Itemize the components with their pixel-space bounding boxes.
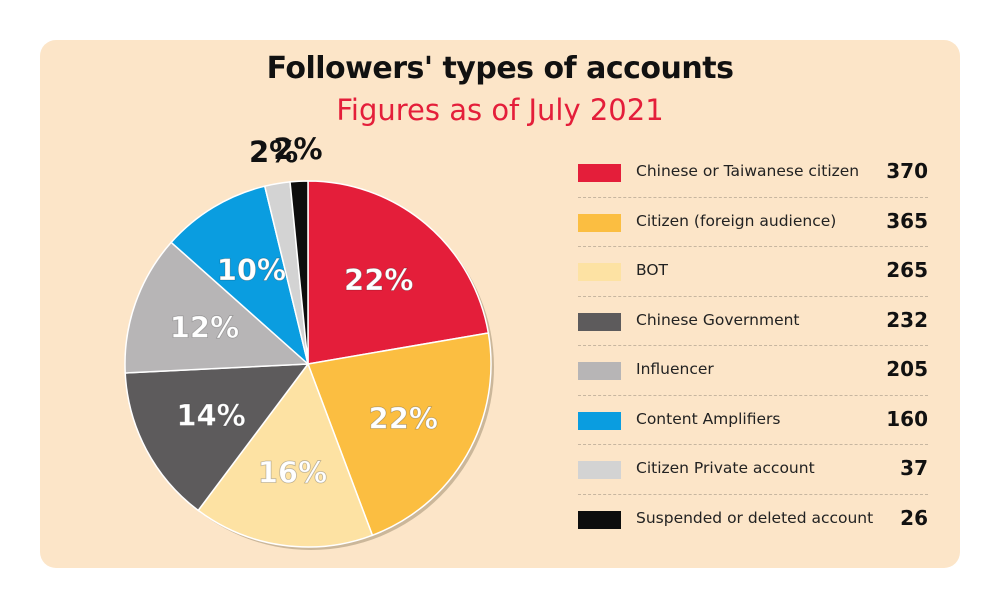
legend-swatch [578,510,621,529]
legend-label: Suspended or deleted account [636,508,874,527]
slice-percent-label: 2% [273,132,322,166]
legend-value: 265 [886,258,928,282]
legend-item: Citizen (foreign audience) 365 [578,198,928,247]
legend-label: Content Amplifiers [636,409,781,428]
slice-percent-label: 10% [217,253,286,287]
legend-swatch [578,164,621,182]
legend-item: Citizen Private account 37 [578,445,928,495]
slice-percent-label: 16% [258,456,327,490]
slice-percent-label: 22% [344,263,413,297]
legend-label: Chinese Government [636,310,800,329]
slice-percent-label: 14% [176,399,245,433]
legend-value: 37 [900,456,928,480]
legend-label: Citizen Private account [636,459,815,477]
legend-value: 232 [886,307,928,332]
legend-value: 160 [886,406,928,431]
legend-item: Content Amplifiers 160 [578,396,928,445]
legend-item: Influencer 205 [578,346,928,396]
legend-swatch [578,411,621,430]
pie-slice [289,180,309,365]
legend-value: 370 [886,159,928,183]
chart-title: Followers' types of accounts [266,51,734,86]
legend-item: Chinese Government 232 [578,297,928,346]
legend-value: 26 [900,505,928,530]
legend-value: 365 [886,208,928,233]
legend-swatch [578,213,621,232]
legend-label: Influencer [636,360,714,378]
pie-slice [197,362,374,548]
legend-item: Suspended or deleted account 26 [578,495,928,544]
slice-percent-label: 12% [170,311,239,345]
pie-slice [124,241,310,374]
pie-slice [307,180,490,365]
legend-item: Chinese or Taiwanese citizen 370 [578,148,928,198]
legend-swatch [578,362,621,380]
slice-percent-label: 2% [249,135,298,169]
legend-label: BOT [636,261,669,279]
legend-swatch [578,461,621,479]
legend-swatch [578,312,621,331]
chart-subtitle: Figures as of July 2021 [336,93,664,127]
pie-slice [170,185,310,367]
legend-value: 205 [886,357,928,381]
legend: Chinese or Taiwanese citizen 370 Citizen (… [578,148,928,543]
legend-label: Chinese or Taiwanese citizen [636,162,860,180]
slice-percent-label: 22% [369,402,438,436]
pie-slice [124,363,310,512]
legend-label: Citizen (foreign audience) [636,211,837,230]
legend-item: BOT 265 [578,247,928,297]
legend-swatch [578,263,621,281]
